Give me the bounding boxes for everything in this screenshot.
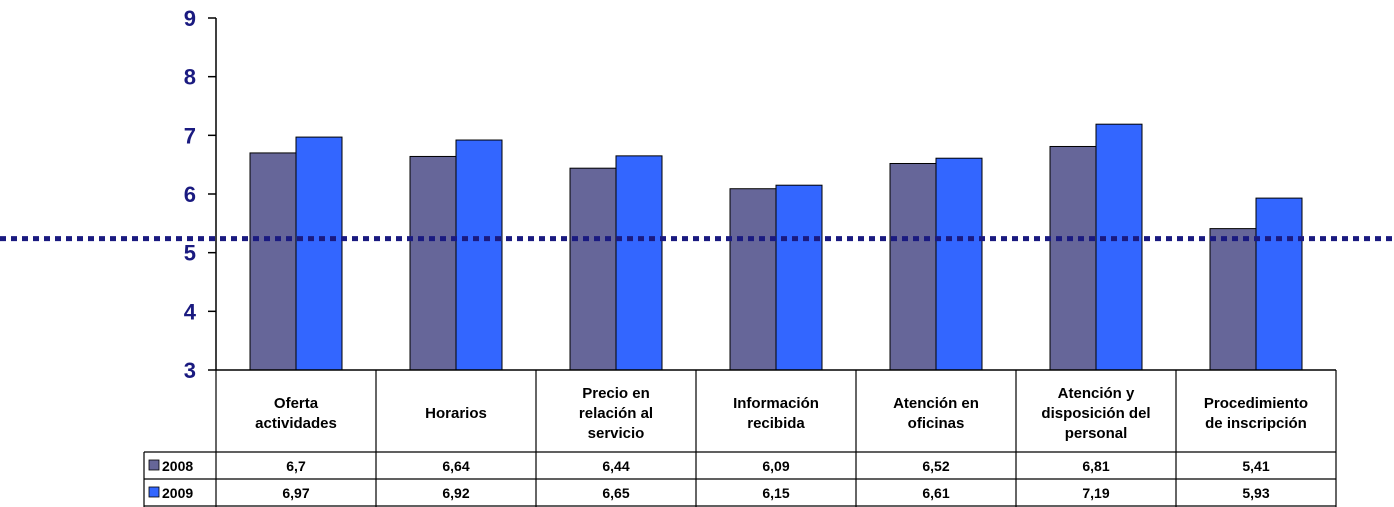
data-label: 6,52 xyxy=(922,458,949,474)
data-label: 6,15 xyxy=(762,485,789,501)
y-tick-label: 4 xyxy=(184,299,197,324)
series-name: 2009 xyxy=(162,485,193,501)
category-label: de inscripción xyxy=(1205,415,1307,432)
y-tick-label: 3 xyxy=(184,358,196,383)
bar-2008 xyxy=(729,188,777,371)
data-label: 6,64 xyxy=(442,458,469,474)
data-label: 6,97 xyxy=(282,485,309,501)
bar-2008 xyxy=(1209,228,1257,371)
category-label: Procedimiento xyxy=(1204,395,1308,412)
category-label: Atención en xyxy=(893,395,979,412)
series-name: 2008 xyxy=(162,458,193,474)
data-label: 6,92 xyxy=(442,485,469,501)
data-label: 6,81 xyxy=(1082,458,1109,474)
y-tick-label: 7 xyxy=(184,123,196,148)
bar-2009 xyxy=(295,136,343,371)
bar-2008 xyxy=(409,155,457,371)
bar-2008 xyxy=(249,152,297,371)
category-label: oficinas xyxy=(908,415,965,432)
category-label: actividades xyxy=(255,415,337,432)
bar-2008 xyxy=(889,162,937,371)
data-label: 6,44 xyxy=(602,458,629,474)
category-label: Información xyxy=(733,395,819,412)
bar-2009 xyxy=(935,157,983,371)
category-label: servicio xyxy=(588,425,645,442)
legend-key-2008 xyxy=(148,459,160,471)
category-label: Oferta xyxy=(274,395,319,412)
bar-2009 xyxy=(775,184,823,371)
bar-2009 xyxy=(1255,197,1303,371)
data-label: 6,09 xyxy=(762,458,789,474)
bar-2008 xyxy=(1049,145,1097,371)
bar-2009 xyxy=(1095,123,1143,371)
category-label: personal xyxy=(1065,425,1128,442)
data-label: 6,61 xyxy=(922,485,949,501)
bar-2009 xyxy=(455,139,503,371)
y-tick-label: 5 xyxy=(184,241,196,266)
y-tick-label: 9 xyxy=(184,6,196,31)
data-label: 7,19 xyxy=(1082,485,1109,501)
bar-2009 xyxy=(615,155,663,371)
legend-key-2009 xyxy=(148,486,160,498)
category-label: Horarios xyxy=(425,405,487,422)
category-label: Precio en xyxy=(582,385,650,402)
category-label: recibida xyxy=(747,415,805,432)
y-tick-label: 8 xyxy=(184,65,196,90)
bar-2008 xyxy=(569,167,617,371)
data-label: 6,65 xyxy=(602,485,629,501)
category-label: disposición del xyxy=(1041,405,1150,422)
data-label: 5,41 xyxy=(1242,458,1269,474)
data-label: 5,93 xyxy=(1242,485,1269,501)
y-tick-label: 6 xyxy=(184,182,196,207)
category-label: relación al xyxy=(579,405,653,422)
data-label: 6,7 xyxy=(286,458,306,474)
category-label: Atención y xyxy=(1058,385,1135,402)
